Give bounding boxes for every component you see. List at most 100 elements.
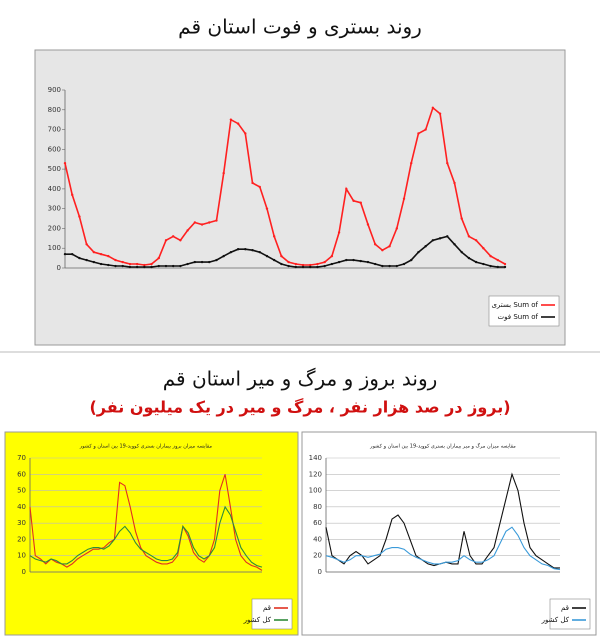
- y-tick-label: 0: [57, 264, 61, 272]
- legend-box: [488, 295, 560, 327]
- point: [143, 265, 146, 269]
- point: [359, 259, 362, 263]
- heading: روند بروز و مرگ و میر استان قم: [163, 367, 438, 391]
- y-tick-label: 0: [22, 568, 26, 576]
- point: [186, 229, 189, 232]
- point: [503, 265, 507, 269]
- point: [135, 265, 139, 269]
- point: [467, 256, 471, 260]
- point: [345, 187, 348, 191]
- point: [460, 250, 463, 254]
- point: [453, 243, 456, 246]
- point: [272, 235, 276, 238]
- point: [179, 239, 182, 242]
- point: [208, 260, 211, 264]
- point: [121, 264, 124, 268]
- legend-label: قم: [561, 604, 569, 612]
- point: [388, 264, 391, 268]
- point: [71, 193, 74, 197]
- y-tick-label: 800: [48, 106, 61, 114]
- point: [309, 265, 312, 269]
- legend-label: بستری Sum of: [491, 301, 538, 309]
- point: [164, 264, 168, 268]
- panel: [301, 431, 597, 636]
- point: [446, 161, 449, 165]
- point: [402, 262, 406, 266]
- point: [496, 258, 499, 262]
- point: [85, 258, 88, 262]
- point: [446, 235, 449, 238]
- point: [482, 247, 485, 250]
- point: [128, 265, 132, 269]
- chart-title: مقایسه میزان بروز بیماران بستری کووید-19…: [79, 444, 213, 450]
- point: [280, 262, 283, 266]
- point: [381, 264, 384, 268]
- y-tick-label: 120: [309, 470, 322, 478]
- point: [258, 185, 261, 189]
- point: [359, 201, 362, 204]
- chart-title: روند بستری و فوت استان قم: [178, 15, 422, 39]
- point: [164, 239, 168, 242]
- y-tick-label: 10: [17, 552, 26, 560]
- point: [85, 243, 88, 246]
- point: [453, 181, 456, 185]
- point: [316, 265, 319, 269]
- point: [489, 264, 492, 268]
- point: [424, 128, 427, 131]
- point: [99, 252, 103, 256]
- point: [323, 264, 326, 268]
- point: [460, 217, 463, 220]
- point: [301, 265, 305, 269]
- y-tick-label: 300: [48, 205, 61, 213]
- point: [92, 250, 96, 254]
- point: [251, 249, 254, 252]
- legend-label: فوت Sum of: [498, 313, 539, 321]
- point: [438, 112, 442, 115]
- y-tick-label: 20: [17, 535, 26, 543]
- point: [92, 260, 96, 264]
- subheading: (بروز در صد هزار نفر ، مرگ و میر در یک م…: [89, 398, 510, 417]
- point: [186, 262, 189, 266]
- y-tick-label: 140: [309, 454, 322, 462]
- point: [417, 132, 420, 135]
- point: [280, 254, 283, 258]
- point: [352, 199, 355, 202]
- legend-label: کل کشور: [243, 616, 272, 624]
- y-tick-label: 700: [48, 126, 61, 134]
- point: [244, 248, 247, 251]
- point: [171, 235, 175, 238]
- point: [381, 249, 384, 252]
- y-tick-label: 80: [313, 503, 322, 511]
- point: [222, 254, 225, 258]
- point: [121, 260, 124, 264]
- point: [244, 132, 247, 135]
- point: [78, 256, 81, 260]
- point: [208, 221, 211, 224]
- point: [200, 223, 204, 226]
- point: [114, 258, 117, 262]
- point: [388, 245, 391, 248]
- point: [287, 264, 290, 268]
- point: [474, 260, 478, 264]
- point: [143, 263, 146, 267]
- legend-label: کل کشور: [541, 616, 570, 624]
- point: [150, 262, 153, 266]
- point: [193, 221, 197, 224]
- point: [63, 161, 67, 165]
- y-tick-label: 20: [313, 552, 322, 560]
- point: [309, 263, 312, 267]
- point: [236, 122, 240, 125]
- point: [424, 245, 427, 248]
- point: [229, 250, 233, 254]
- point: [431, 106, 435, 110]
- point: [265, 207, 269, 210]
- point: [157, 264, 160, 268]
- point: [258, 250, 261, 254]
- point: [236, 248, 240, 251]
- y-tick-label: 0: [318, 568, 322, 576]
- point: [71, 252, 74, 256]
- point: [215, 258, 218, 262]
- point: [417, 250, 420, 254]
